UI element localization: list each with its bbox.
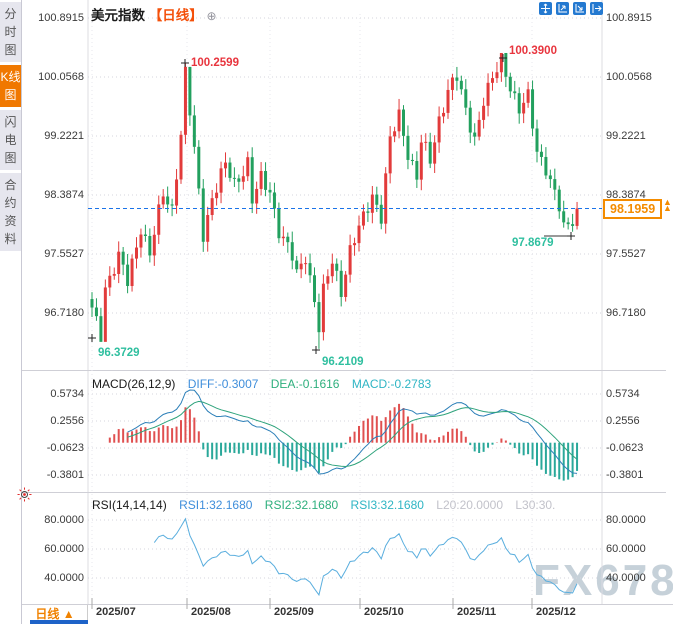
- main-y-axis-label-left: 96.7180: [44, 307, 84, 319]
- macd-y-axis-label-right: 0.5734: [606, 387, 640, 400]
- macd-y-axis-label-left: -0.3801: [46, 468, 84, 481]
- main-y-axis-label-right: 99.2221: [606, 130, 646, 142]
- price-annotation: 100.3900: [509, 45, 557, 57]
- main-y-axis-label-left: 97.5527: [44, 248, 84, 260]
- main-y-axis-label-left: 99.2221: [44, 130, 84, 142]
- main-y-axis-label-right: 97.5527: [606, 248, 646, 260]
- main-y-axis-label-right: 98.3874: [606, 189, 646, 201]
- rsi3-value: RSI3:32.1680: [350, 498, 424, 512]
- period-tag: 【日线】: [148, 8, 203, 23]
- macd-y-axis-label-right: 0.2556: [606, 414, 640, 427]
- current-price-box[interactable]: 98.1959: [603, 199, 663, 220]
- exit-right-icon[interactable]: [590, 2, 603, 15]
- x-axis-date-label: 2025/09: [274, 606, 314, 618]
- rsi-y-axis-label-right: 60.0000: [606, 543, 646, 555]
- rsi-y-axis-label-left: 80.0000: [44, 514, 84, 526]
- price-annotation: 96.2109: [322, 356, 364, 368]
- rsi-y-axis-label-left: 40.0000: [44, 572, 84, 584]
- sidebar-tab-contract-info[interactable]: 合约资料: [0, 173, 21, 251]
- period-selector[interactable]: 日线 ▲: [23, 605, 88, 624]
- main-y-axis-label-left: 100.8915: [38, 12, 84, 24]
- rsi-y-axis-label-left: 60.0000: [44, 543, 84, 555]
- sidebar-tab-flash-chart[interactable]: 闪电图: [0, 110, 21, 170]
- alert-sun-icon[interactable]: [17, 487, 32, 507]
- bottom-popup-strip[interactable]: [30, 620, 88, 624]
- rsi2-value: RSI2:32.1680: [264, 498, 339, 512]
- zoom-x-axis-icon[interactable]: [573, 2, 586, 15]
- macd-macd-value: MACD:-0.2783: [351, 377, 432, 391]
- pan-crosshair-icon[interactable]: [539, 2, 552, 15]
- rsi-y-axis-label-right: 40.0000: [606, 572, 646, 584]
- rsi1-value: RSI1:32.1680: [179, 498, 253, 512]
- rsi-y-axis-label-right: 80.0000: [606, 514, 646, 526]
- macd-dea-value: DEA:-0.1616: [270, 377, 340, 391]
- x-axis-date-label: 2025/12: [536, 606, 576, 618]
- add-indicator-icon[interactable]: ⊕: [206, 9, 217, 23]
- rsi-title: RSI(14,14,14): [92, 498, 167, 512]
- watermark: FX678: [533, 556, 673, 605]
- period-selector-arrow-icon: ▲: [62, 607, 75, 621]
- period-selector-label: 日线: [35, 607, 60, 621]
- x-axis-date-label: 2025/07: [96, 606, 136, 618]
- macd-y-axis-label-left: 0.2556: [50, 414, 84, 427]
- price-annotation: 97.8679: [512, 237, 554, 249]
- sidebar-tab-time-chart[interactable]: 分时图: [0, 2, 21, 62]
- main-y-axis-label-right: 100.8915: [606, 12, 652, 24]
- price-annotation: 96.3729: [98, 347, 140, 359]
- macd-y-axis-label-left: -0.0623: [46, 441, 84, 454]
- main-y-axis-label-left: 100.0568: [38, 71, 84, 83]
- chart-toolbar: [539, 2, 603, 15]
- main-y-axis-label-right: 100.0568: [606, 71, 652, 83]
- zoom-y-axis-icon[interactable]: [556, 2, 569, 15]
- rsi-header: RSI(14,14,14) RSI1:32.1680 RSI2:32.1680 …: [92, 498, 555, 512]
- symbol-name: 美元指数: [91, 8, 145, 23]
- x-axis-date-label: 2025/11: [457, 606, 497, 618]
- macd-y-axis-label-right: -0.3801: [606, 468, 644, 481]
- macd-y-axis-label-left: 0.5734: [50, 387, 84, 400]
- macd-y-axis-label-right: -0.0623: [606, 441, 644, 454]
- rsi-l30-value: L30:30.: [515, 498, 556, 512]
- sidebar: 分时图 K线图 闪电图 合约资料: [0, 0, 22, 624]
- sidebar-tab-kline-chart[interactable]: K线图: [0, 65, 21, 107]
- main-y-axis-label-right: 96.7180: [606, 307, 646, 319]
- bottom-axis-bar: 日线 ▲: [0, 605, 673, 624]
- macd-diff-value: DIFF:-0.3007: [187, 377, 259, 391]
- macd-header: MACD(26,12,9) DIFF:-0.3007 DEA:-0.1616 M…: [92, 377, 431, 391]
- price-alert-arrow-icon[interactable]: ▲ ▲: [663, 196, 672, 213]
- price-annotation: 100.2599: [191, 57, 239, 69]
- x-axis-date-label: 2025/10: [364, 606, 404, 618]
- macd-title: MACD(26,12,9): [92, 377, 176, 391]
- main-y-axis-label-left: 98.3874: [44, 189, 84, 201]
- x-axis-date-label: 2025/08: [191, 606, 231, 618]
- rsi-l20-value: L20:20.0000: [436, 498, 503, 512]
- chart-title: 美元指数 【日线】 ⊕: [91, 4, 217, 24]
